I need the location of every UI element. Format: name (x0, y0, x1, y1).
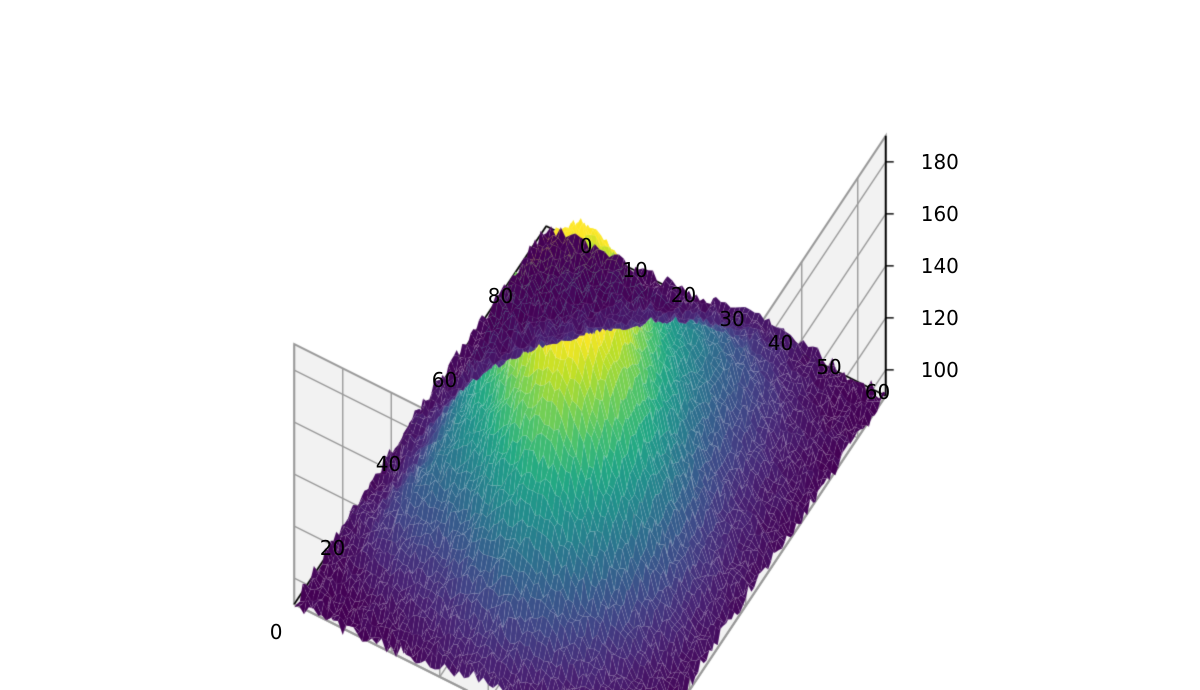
y-tick-label: 0 (580, 234, 593, 258)
x-tick-label: 20 (320, 536, 345, 560)
x-tick-label: 80 (488, 284, 513, 308)
surface3d-canvas (0, 0, 1200, 690)
z-tick-label: 160 (921, 202, 959, 226)
x-tick-label: 40 (376, 452, 401, 476)
x-tick-label: 60 (432, 368, 457, 392)
z-tick-label: 140 (921, 254, 959, 278)
y-tick-label: 60 (865, 380, 890, 404)
z-tick-label: 120 (921, 306, 959, 330)
y-tick-label: 10 (622, 258, 647, 282)
z-tick-label: 100 (921, 358, 959, 382)
x-tick-label: 0 (270, 620, 283, 644)
y-tick-label: 30 (719, 307, 744, 331)
z-tick-label: 180 (921, 150, 959, 174)
y-tick-label: 20 (671, 283, 696, 307)
surface3d-chart: 0 20 40 60 80 0 10 20 30 40 50 60 100 120 140 160 180 (0, 0, 1200, 690)
y-tick-label: 50 (816, 355, 841, 379)
y-tick-label: 40 (768, 331, 793, 355)
